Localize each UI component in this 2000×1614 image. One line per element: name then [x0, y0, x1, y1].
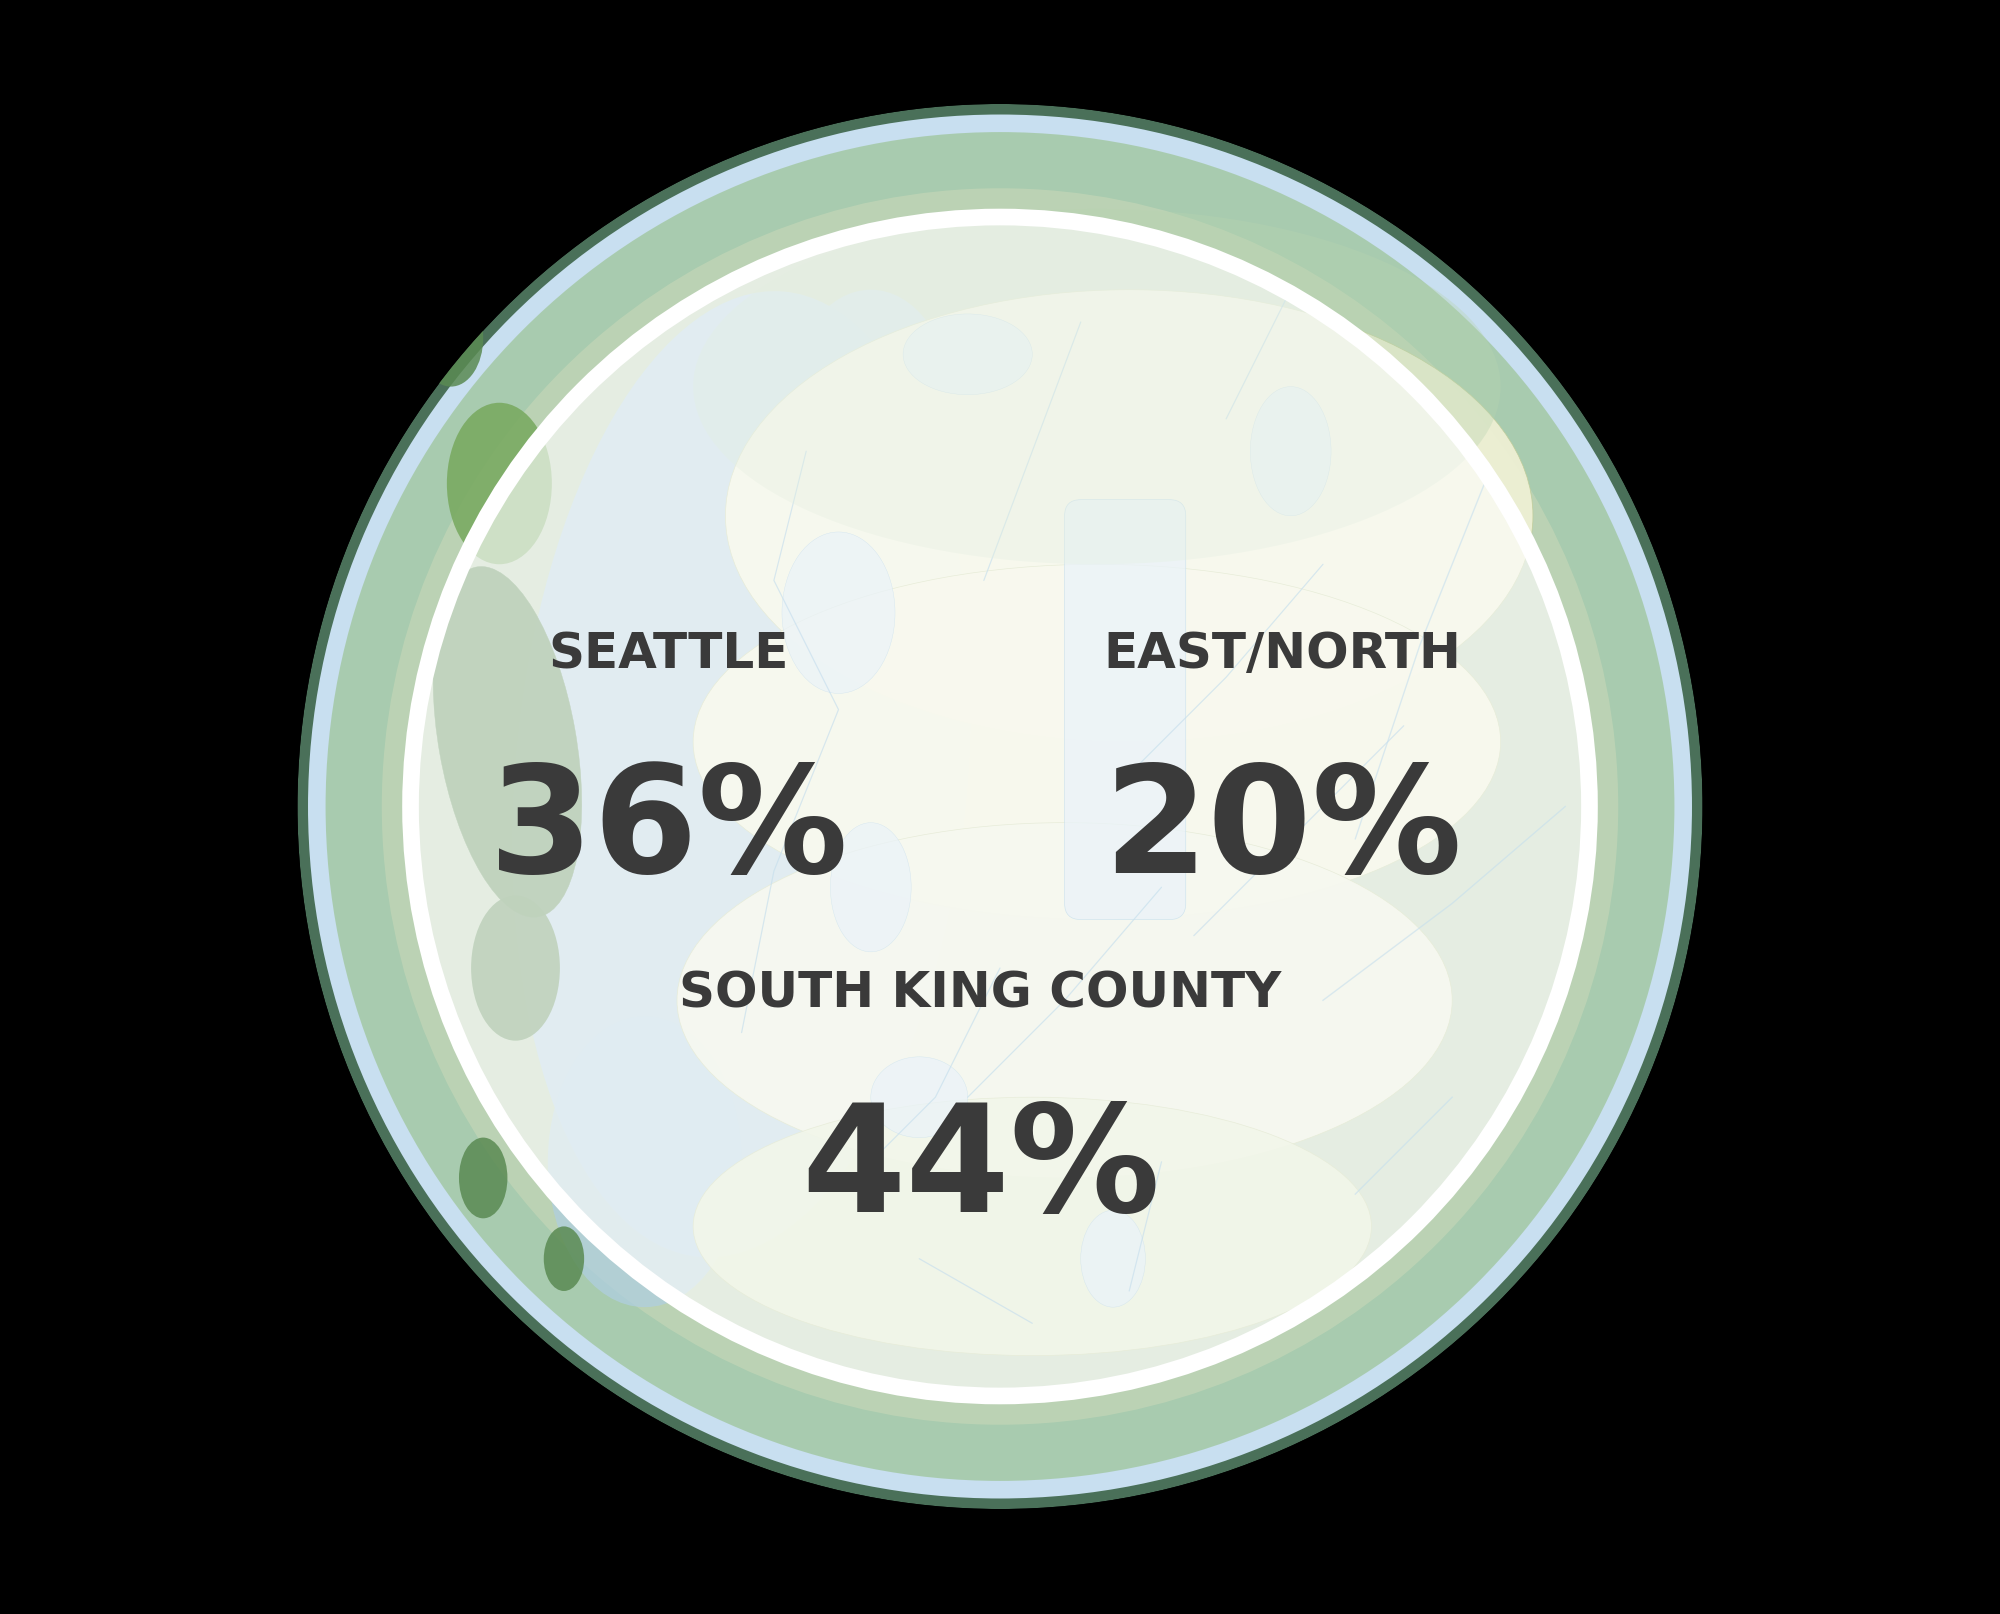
FancyBboxPatch shape: [1064, 500, 1186, 920]
Ellipse shape: [676, 823, 1452, 1178]
Circle shape: [298, 105, 1702, 1509]
Ellipse shape: [548, 1017, 742, 1307]
Text: SOUTH KING COUNTY: SOUTH KING COUNTY: [680, 968, 1282, 1017]
Ellipse shape: [694, 565, 1500, 920]
Ellipse shape: [830, 823, 912, 952]
Ellipse shape: [458, 1138, 508, 1219]
Ellipse shape: [446, 404, 552, 565]
Text: 20%: 20%: [1104, 759, 1462, 904]
Ellipse shape: [790, 291, 952, 516]
Ellipse shape: [418, 291, 484, 387]
Ellipse shape: [512, 292, 970, 1257]
Ellipse shape: [434, 567, 582, 918]
Text: EAST/NORTH: EAST/NORTH: [1104, 629, 1462, 678]
Circle shape: [410, 218, 1590, 1396]
Text: 36%: 36%: [490, 759, 848, 904]
Circle shape: [326, 132, 1674, 1482]
Ellipse shape: [472, 896, 560, 1041]
Text: SEATTLE: SEATTLE: [548, 629, 790, 678]
Ellipse shape: [1080, 1210, 1146, 1307]
Ellipse shape: [904, 315, 1032, 395]
Circle shape: [308, 116, 1692, 1498]
Ellipse shape: [694, 1098, 1372, 1356]
Ellipse shape: [544, 1227, 584, 1291]
Text: 44%: 44%: [802, 1098, 1160, 1243]
Ellipse shape: [870, 1057, 968, 1138]
Ellipse shape: [782, 533, 896, 694]
Ellipse shape: [694, 210, 1500, 565]
Ellipse shape: [726, 291, 1532, 742]
Ellipse shape: [1250, 387, 1332, 516]
Circle shape: [382, 189, 1618, 1425]
